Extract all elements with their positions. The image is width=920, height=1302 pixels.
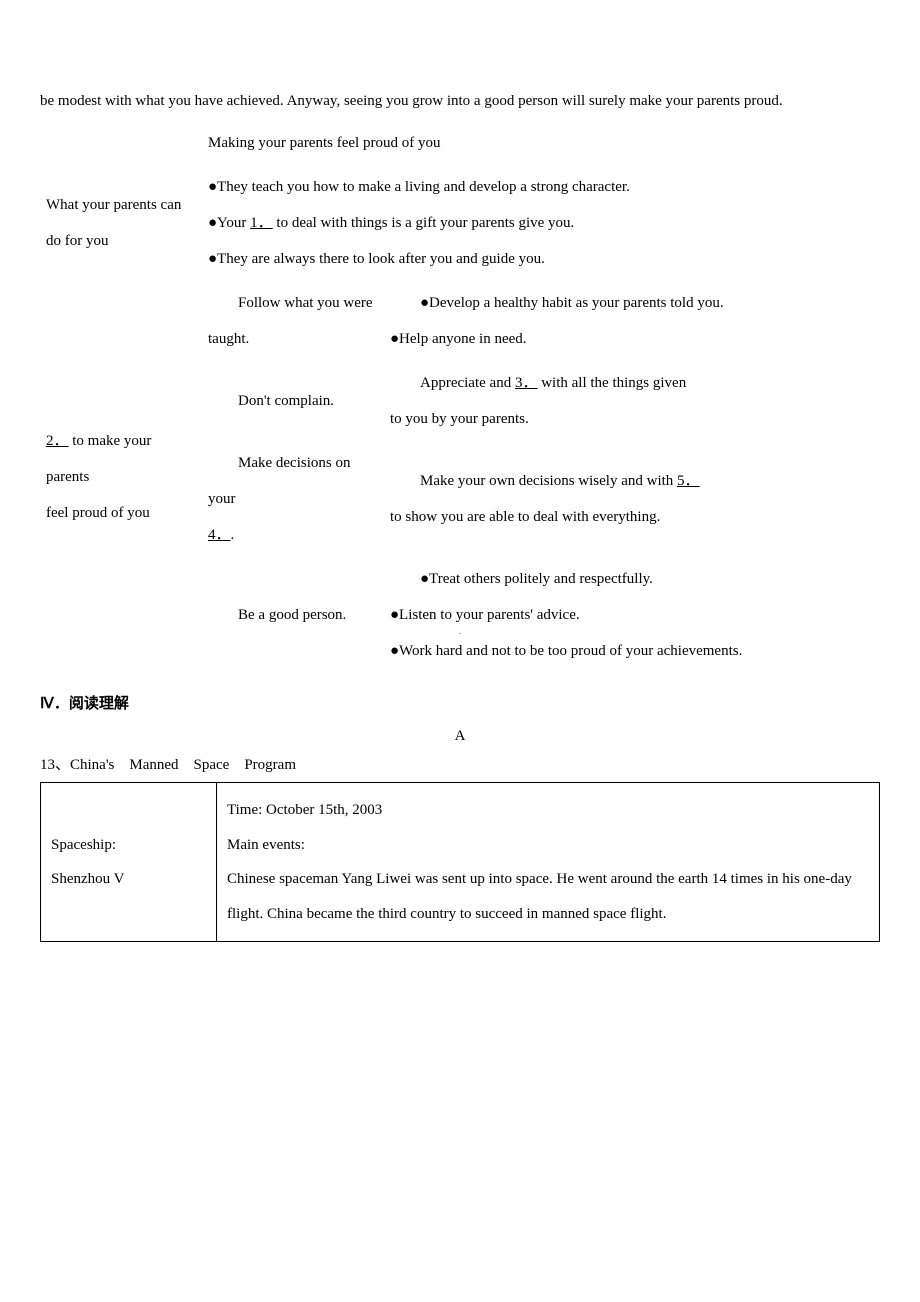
blank-5: 5． xyxy=(677,473,700,489)
row2-left-c: feel proud of you xyxy=(46,505,150,521)
sub1-r2: ●Help anyone in need. xyxy=(390,331,527,347)
sub2-ra: Appreciate and xyxy=(420,375,515,391)
sub1-r1: ●Develop a healthy habit as your parents… xyxy=(390,285,724,321)
sub2-rb: with all the things given xyxy=(537,375,686,391)
blank-1: 1． xyxy=(250,215,273,231)
box-right: Time: October 15th, 2003 Main events: Ch… xyxy=(217,783,880,942)
sub1-mid: Follow what you were taught. xyxy=(202,281,384,361)
watermark-dot: · xyxy=(458,626,462,643)
blank-2: 2． xyxy=(46,433,69,449)
sub4-r3: ●Work hard and not to be too proud of yo… xyxy=(390,643,742,659)
box-left-l1: Spaceship: xyxy=(51,837,116,853)
proud-table: Making your parents feel proud of you Wh… xyxy=(40,121,880,673)
table-title: Making your parents feel proud of you xyxy=(202,121,880,165)
leading-paragraph: be modest with what you have achieved. A… xyxy=(40,90,880,113)
row1-r1: ●They teach you how to make a living and… xyxy=(208,179,630,195)
passage-letter-a: A xyxy=(40,725,880,748)
sub3-ra: Make your own decisions wisely and with xyxy=(420,473,677,489)
sub4-r1: ●Treat others politely and respectfully. xyxy=(390,561,653,597)
box-left-l2: Shenzhou V xyxy=(51,871,124,887)
sub2-mid: Don't complain. xyxy=(202,361,384,441)
sub2-right: Appreciate and 3． with all the things gi… xyxy=(384,361,880,441)
space-program-table: Spaceship: Shenzhou V Time: October 15th… xyxy=(40,782,880,942)
sub3-mid: Make decisions on your 4．. xyxy=(202,441,384,557)
box-right-l3: Chinese spaceman Yang Liwei was sent up … xyxy=(227,871,852,922)
row1-r3: ●They are always there to look after you… xyxy=(208,251,545,267)
section-4-heading: Ⅳ．阅读理解 xyxy=(40,693,880,716)
sub3-right: Make your own decisions wisely and with … xyxy=(384,441,880,557)
sub4-r2: ●Listen to your parents' advice. xyxy=(390,607,580,623)
box-right-l2: Main events: xyxy=(227,837,305,853)
blank-4: 4． xyxy=(208,527,231,543)
sub2-rc: to you by your parents. xyxy=(390,411,529,427)
blank-3: 3． xyxy=(515,375,538,391)
question-13-label: 13、China's Manned Space Program xyxy=(40,754,880,777)
sub4-right: ●Treat others politely and respectfully.… xyxy=(384,557,880,673)
box-right-l1: Time: October 15th, 2003 xyxy=(227,802,382,818)
sub1-right: ●Develop a healthy habit as your parents… xyxy=(384,281,880,361)
sub3-rb: to show you are able to deal with everyt… xyxy=(390,509,660,525)
row1-r2b: to deal with things is a gift your paren… xyxy=(273,215,575,231)
row1-left: What your parents can do for you xyxy=(40,165,202,281)
sub3-mid-a: Make decisions on your xyxy=(208,445,378,517)
row2-left: 2． to make your parents feel proud of yo… xyxy=(40,281,202,673)
box-left: Spaceship: Shenzhou V xyxy=(41,783,217,942)
sub3-mid-b: . xyxy=(231,527,235,543)
sub4-mid: Be a good person. xyxy=(202,557,384,673)
row1-r2a: ●Your xyxy=(208,215,250,231)
row1-right: ●They teach you how to make a living and… xyxy=(202,165,880,281)
